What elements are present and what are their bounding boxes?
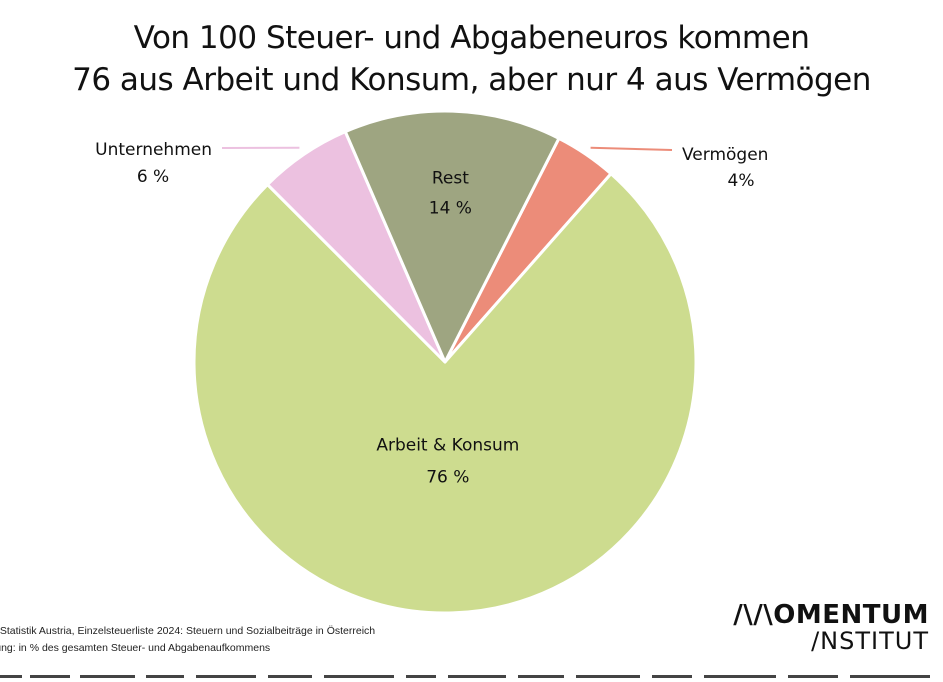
cropped-text-strip	[0, 668, 943, 682]
momentum-logo-line-1: /\/\OMENTUM	[733, 600, 929, 630]
slice-value-vermoegen: 4%	[728, 171, 755, 191]
footnote: kung: in % des gesamten Steuer- und Abga…	[0, 642, 271, 654]
slice-value-unternehmen: 6 %	[137, 167, 169, 187]
cropped-text-fragments	[0, 675, 930, 678]
source-note: : Statistik Austria, Einzelsteuerliste 2…	[0, 625, 376, 637]
slice-value-arbeit-konsum: 76 %	[426, 467, 469, 487]
slice-label-unternehmen: Unternehmen	[95, 140, 212, 160]
pie-slice-rest	[343, 109, 561, 364]
slice-label-arbeit-konsum: Arbeit & Konsum	[376, 435, 519, 455]
chart-title-line-1: Von 100 Steuer- und Abgabeneuros kommen	[133, 20, 810, 56]
institut-logo-line-2: /NSTITUT	[811, 627, 929, 655]
chart-title-line-2: 76 aus Arbeit und Konsum, aber nur 4 aus…	[72, 62, 871, 98]
slice-label-vermoegen: Vermögen	[682, 145, 768, 165]
slice-label-rest: Rest	[432, 168, 469, 188]
slice-value-rest: 14 %	[429, 198, 472, 218]
pie-slices	[192, 109, 698, 615]
leader-line-vermoegen	[590, 146, 673, 151]
pie-slice-arbeit-konsum	[192, 172, 698, 615]
